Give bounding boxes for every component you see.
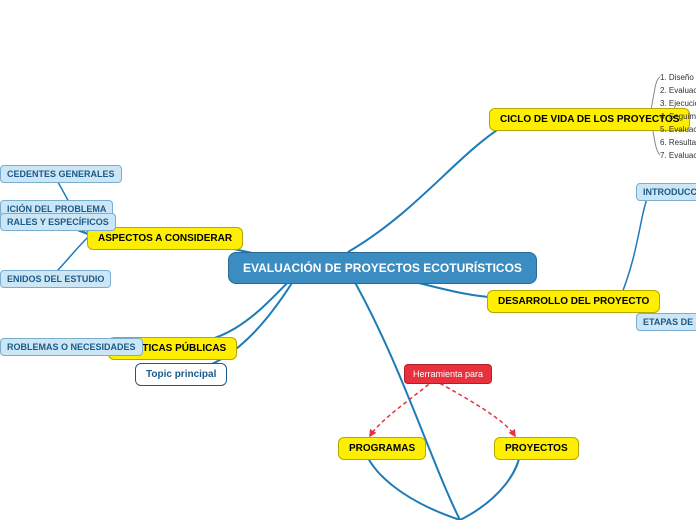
ciclo-list-item: 1. Diseño <box>660 73 694 82</box>
ciclo-list-item: 2. Evaluaci <box>660 86 696 95</box>
center-node[interactable]: EVALUACIÓN DE PROYECTOS ECOTURÍSTICOS <box>228 252 537 284</box>
node-programas[interactable]: PROGRAMAS <box>338 437 426 460</box>
ciclo-list-item: 7. Evaluaci <box>660 151 696 160</box>
ciclo-list-item: 5. Evaluaci <box>660 125 696 134</box>
node-introduccion[interactable]: INTRODUCCIÓN <box>636 183 696 201</box>
ciclo-list-item: 4. Seguimi <box>660 112 696 121</box>
node-etapas[interactable]: ETAPAS DE ELABO <box>636 313 696 331</box>
node-cont[interactable]: ENIDOS DEL ESTUDIO <box>0 270 111 288</box>
node-prob[interactable]: ROBLEMAS O NECESIDADES <box>0 338 143 356</box>
ciclo-list-item: 6. Resultad <box>660 138 696 147</box>
node-desarrollo[interactable]: DESARROLLO DEL PROYECTO <box>487 290 660 313</box>
node-proyectos[interactable]: PROYECTOS <box>494 437 579 460</box>
node-herramienta[interactable]: Herramienta para <box>404 364 492 384</box>
node-obj[interactable]: RALES Y ESPECÍFICOS <box>0 213 116 231</box>
node-topic[interactable]: Topic principal <box>135 363 227 386</box>
node-ant[interactable]: CEDENTES GENERALES <box>0 165 122 183</box>
ciclo-list-item: 3. Ejecució <box>660 99 696 108</box>
